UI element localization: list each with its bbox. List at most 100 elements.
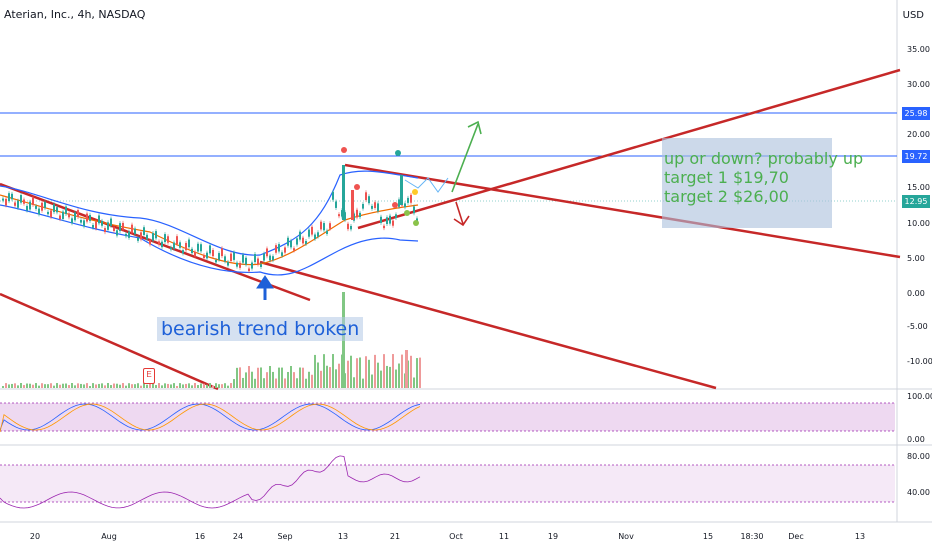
candle xyxy=(167,236,169,243)
candle xyxy=(296,238,298,245)
candle xyxy=(317,232,319,237)
volume-bar xyxy=(215,383,217,388)
volume-bar xyxy=(65,383,67,388)
candle xyxy=(338,214,340,217)
candle xyxy=(65,206,67,215)
volume-bar xyxy=(134,384,136,388)
candle xyxy=(185,242,187,251)
volume-bar xyxy=(5,383,7,388)
candle xyxy=(11,193,13,200)
volume-bar xyxy=(143,383,145,388)
volume-bar xyxy=(2,386,4,388)
volume-bar xyxy=(296,378,298,388)
volume-bar xyxy=(116,383,118,388)
candle xyxy=(251,262,253,269)
volume-bar xyxy=(224,383,226,388)
volume-bar xyxy=(47,384,49,388)
volume-bar xyxy=(80,383,82,388)
volume-bar xyxy=(329,367,331,388)
candle xyxy=(107,222,109,230)
rsi-band xyxy=(0,465,895,502)
stoch-d-line xyxy=(0,403,421,433)
volume-bar xyxy=(236,367,238,388)
currency-label[interactable]: USD xyxy=(902,10,924,21)
candle xyxy=(2,198,4,201)
price-tick: 15.00 xyxy=(907,183,930,192)
volume-bar xyxy=(254,378,256,388)
volume-bar xyxy=(29,383,31,388)
volume-bar xyxy=(335,369,337,388)
candle xyxy=(242,254,244,263)
candle xyxy=(236,262,238,267)
candle xyxy=(203,255,205,259)
candle xyxy=(218,253,220,260)
volume-bar xyxy=(338,363,340,388)
volume-bar xyxy=(365,356,367,388)
volume-bar xyxy=(152,383,154,388)
volume-bar xyxy=(230,383,232,388)
candle xyxy=(5,198,7,206)
candle xyxy=(53,204,55,213)
candle xyxy=(287,237,289,246)
candle xyxy=(77,210,79,217)
signal-dot xyxy=(412,189,418,195)
candle xyxy=(104,228,106,233)
candle xyxy=(179,242,181,248)
volume-bar xyxy=(176,385,178,388)
volume-bar xyxy=(308,371,310,388)
candle xyxy=(416,218,418,222)
volume-bar xyxy=(302,367,304,388)
volume-bar xyxy=(410,355,412,388)
volume-bar xyxy=(62,383,64,388)
candle xyxy=(233,252,235,260)
candle xyxy=(23,199,25,204)
candle xyxy=(365,192,367,201)
stoch-k-line xyxy=(0,403,421,431)
stoch-tick: 0.00 xyxy=(907,435,925,444)
candle xyxy=(44,201,46,209)
candle xyxy=(113,227,115,232)
candle xyxy=(14,202,16,206)
candle xyxy=(257,258,259,265)
earnings-badge[interactable]: E xyxy=(143,368,155,384)
candle xyxy=(98,215,100,224)
resistance-line xyxy=(344,163,901,259)
volume-bar xyxy=(179,383,181,388)
volume-bar xyxy=(263,378,265,388)
candle xyxy=(359,212,361,218)
volume-bar xyxy=(362,378,364,388)
candle xyxy=(230,253,232,262)
candle xyxy=(176,236,178,245)
volume-bar xyxy=(398,363,400,388)
volume-bar xyxy=(377,362,379,388)
candle xyxy=(263,253,265,261)
volume-bar xyxy=(104,385,106,388)
volume-bar xyxy=(125,385,127,388)
volume-bar xyxy=(98,383,100,388)
candle xyxy=(374,202,376,209)
candle xyxy=(116,230,118,236)
volume-bar xyxy=(113,383,115,388)
bearish-annotation: bearish trend broken xyxy=(157,317,364,341)
price-tick: 0.00 xyxy=(907,289,925,298)
volume-bar xyxy=(383,354,385,388)
candle xyxy=(269,255,271,261)
candle xyxy=(50,210,52,218)
volume-bar xyxy=(101,383,103,388)
candle xyxy=(347,223,349,230)
time-tick: 13 xyxy=(337,532,349,541)
candle xyxy=(161,241,163,248)
volume-bar xyxy=(167,383,169,388)
candle xyxy=(191,248,193,254)
volume-bar xyxy=(326,365,328,388)
candle xyxy=(188,239,190,248)
candle xyxy=(110,218,112,226)
candle xyxy=(245,257,247,265)
time-tick: Sep xyxy=(277,532,293,541)
volume-bar xyxy=(320,370,322,388)
candle xyxy=(125,233,127,237)
volume-bar xyxy=(359,357,361,388)
time-tick: Dec xyxy=(788,532,804,541)
rising-line xyxy=(357,68,901,230)
